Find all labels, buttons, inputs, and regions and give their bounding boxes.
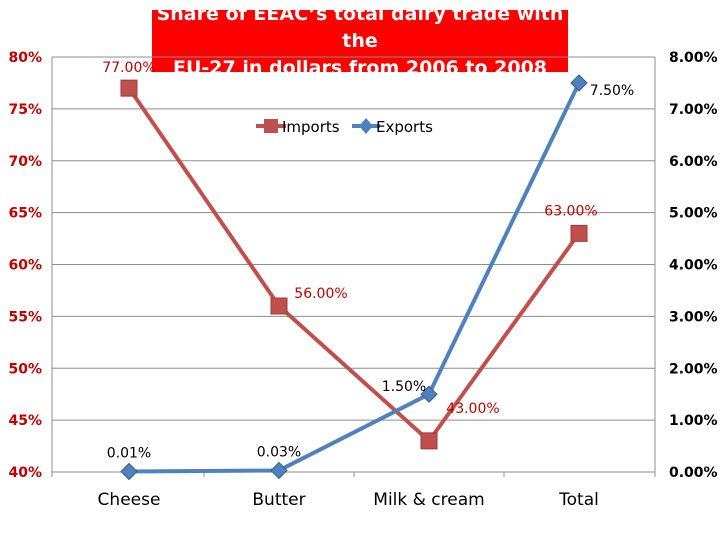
imports-marker <box>570 224 588 242</box>
legend-exports-marker <box>359 118 373 134</box>
x-category-label: Milk & cream <box>373 490 484 510</box>
imports-data-label: 63.00% <box>544 203 597 219</box>
imports-data-label: 56.00% <box>294 286 347 302</box>
imports-data-label: 43.00% <box>446 401 499 417</box>
legend-imports-marker <box>264 119 278 133</box>
exports-data-label: 7.50% <box>590 83 634 99</box>
x-category-label: Cheese <box>98 490 161 510</box>
y-left-tick-label: 75% <box>8 102 42 118</box>
y-left-tick-label: 70% <box>8 154 42 170</box>
exports-data-label: 0.01% <box>107 445 151 461</box>
exports-marker <box>420 385 438 403</box>
y-left-tick-label: 80% <box>8 50 42 66</box>
y-left-tick-label: 45% <box>8 413 42 429</box>
y-left-tick-label: 50% <box>8 361 42 377</box>
y-right-tick-label: 1.00% <box>669 413 718 429</box>
y-left-tick-label: 55% <box>8 309 42 325</box>
y-left-tick-label: 65% <box>8 206 42 222</box>
y-right-tick-label: 6.00% <box>669 154 718 170</box>
y-left-tick-label: 60% <box>8 258 42 274</box>
chart-title-line-1: Share of EEAC’s total dairy trade with t… <box>156 2 564 52</box>
exports-data-label: 0.03% <box>257 444 301 460</box>
y-right-tick-label: 4.00% <box>669 258 718 274</box>
legend-imports-label: Imports <box>282 118 340 136</box>
x-category-label: Butter <box>252 490 305 510</box>
exports-data-label: 1.50% <box>382 379 426 395</box>
y-right-tick-label: 7.00% <box>669 102 718 118</box>
y-left-tick-label: 40% <box>8 465 42 481</box>
exports-marker <box>270 461 288 480</box>
x-category-label: Total <box>558 490 599 510</box>
imports-data-label: 77.00% <box>102 60 155 76</box>
y-right-tick-label: 5.00% <box>669 206 718 222</box>
series-line-exports <box>128 82 581 474</box>
imports-marker <box>270 297 288 315</box>
imports-marker <box>420 432 438 450</box>
y-right-tick-label: 2.00% <box>669 361 718 377</box>
chart-title: Share of EEAC’s total dairy trade with t… <box>152 3 568 79</box>
exports-marker <box>570 74 588 92</box>
y-right-tick-label: 0.00% <box>669 465 718 481</box>
exports-marker <box>120 462 138 481</box>
legend: Imports Exports <box>256 118 433 136</box>
imports-marker <box>120 79 138 97</box>
legend-exports-label: Exports <box>376 118 433 136</box>
series-line-imports <box>127 86 581 443</box>
y-right-tick-label: 3.00% <box>669 309 718 325</box>
chart-title-line-2: EU-27 in dollars from 2006 to 2008 <box>172 56 548 79</box>
y-right-tick-label: 8.00% <box>669 50 718 66</box>
